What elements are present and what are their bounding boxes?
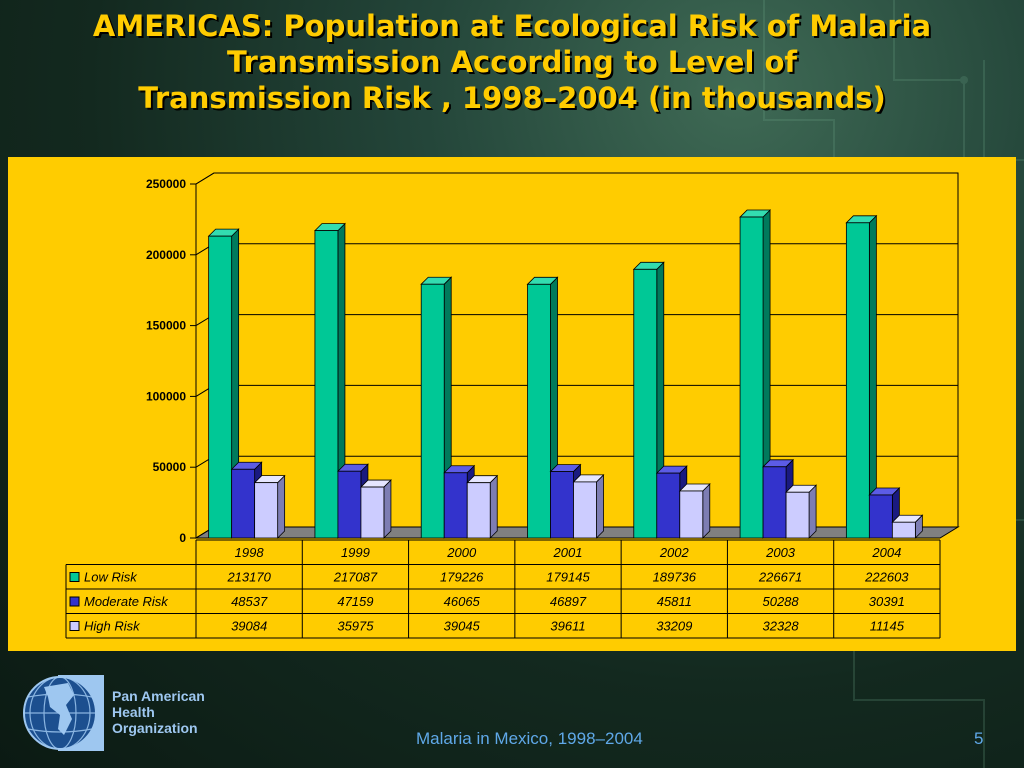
x-category-label: 1999 xyxy=(341,545,370,560)
x-category-label: 1998 xyxy=(235,545,265,560)
org-name-line-1: Pan American xyxy=(112,688,205,704)
data-label: 217087 xyxy=(333,570,378,585)
bar-side xyxy=(489,474,498,539)
bar-side xyxy=(383,479,392,539)
bar xyxy=(845,222,870,539)
bar xyxy=(762,466,787,539)
y-tick-label: 200000 xyxy=(146,248,186,262)
bar xyxy=(679,490,704,539)
data-label: 11145 xyxy=(870,619,905,634)
footer-text: Malaria in Mexico, 1998–2004 xyxy=(416,729,643,748)
data-label: 226671 xyxy=(758,570,802,585)
bar xyxy=(360,486,385,539)
data-label: 213170 xyxy=(226,570,271,585)
bar xyxy=(891,521,916,539)
title-line-3: Transmission Risk , 1998–2004 (in thousa… xyxy=(138,81,886,115)
bar xyxy=(466,482,491,539)
org-name-line-2: Health xyxy=(112,704,155,720)
legend-swatch xyxy=(69,572,80,582)
bar xyxy=(633,268,658,539)
slide-title: AMERICAS: Population at Ecological Risk … xyxy=(0,8,1024,116)
data-label: 48537 xyxy=(231,594,268,609)
data-label: 179226 xyxy=(440,570,484,585)
data-label: 35975 xyxy=(337,619,374,634)
data-label: 30391 xyxy=(869,594,905,609)
bar xyxy=(254,482,279,539)
bar xyxy=(868,494,893,539)
data-label: 47159 xyxy=(337,594,373,609)
globe-logo-icon xyxy=(23,675,104,751)
title-line-2: Transmission According to Level of xyxy=(226,45,798,79)
data-label: 45811 xyxy=(657,594,692,609)
bar xyxy=(337,470,362,539)
legend-label: Moderate Risk xyxy=(84,594,169,609)
data-label: 50288 xyxy=(762,594,799,609)
bar-side xyxy=(808,484,817,539)
bar xyxy=(739,216,764,539)
x-category-label: 2003 xyxy=(765,545,796,560)
data-label: 33209 xyxy=(656,619,692,634)
data-label: 189736 xyxy=(653,570,697,585)
y-tick-label: 0 xyxy=(179,531,186,545)
bar-chart: 0 50000 100000 150000 200000 250000 1998 1999 20… xyxy=(65,172,960,639)
y-tick-label: 50000 xyxy=(153,460,187,474)
x-category-label: 2000 xyxy=(446,545,477,560)
title-line-1: AMERICAS: Population at Ecological Risk … xyxy=(92,9,932,43)
organization-name: Pan American Health Organization xyxy=(112,688,205,736)
bar xyxy=(573,481,597,539)
data-label: 32328 xyxy=(762,619,799,634)
bar-side xyxy=(596,473,604,539)
y-tick-label: 100000 xyxy=(146,389,186,403)
data-label: 179145 xyxy=(546,570,590,585)
data-label: 46065 xyxy=(444,594,481,609)
y-tick-label: 150000 xyxy=(146,319,186,333)
bar-side xyxy=(277,474,286,539)
chart-panel: 0 50000 100000 150000 200000 250000 1998 1999 20… xyxy=(8,157,1016,651)
data-label: 39611 xyxy=(550,619,585,634)
bar xyxy=(314,230,339,539)
bar xyxy=(527,283,551,539)
y-tick-label: 250000 xyxy=(146,177,186,191)
bar xyxy=(785,491,810,539)
bar xyxy=(656,472,681,539)
page-number: 5 xyxy=(974,729,984,748)
data-label: 46897 xyxy=(550,594,587,609)
data-label: 222603 xyxy=(864,570,909,585)
x-category-label: 2001 xyxy=(553,545,583,560)
legend-swatch xyxy=(69,621,80,631)
legend-label: High Risk xyxy=(84,619,141,634)
org-name-line-3: Organization xyxy=(112,720,198,736)
bar-side xyxy=(702,483,711,539)
data-label: 39084 xyxy=(231,619,267,634)
x-category-label: 2002 xyxy=(659,545,690,560)
bar xyxy=(550,471,574,539)
data-label: 39045 xyxy=(444,619,481,634)
bar xyxy=(231,468,256,539)
bar xyxy=(208,235,233,539)
legend-label: Low Risk xyxy=(84,570,138,585)
x-category-label: 2004 xyxy=(871,545,901,560)
legend-swatch xyxy=(69,596,80,607)
bar xyxy=(420,283,445,539)
bar xyxy=(443,472,468,539)
gridline xyxy=(195,172,958,185)
